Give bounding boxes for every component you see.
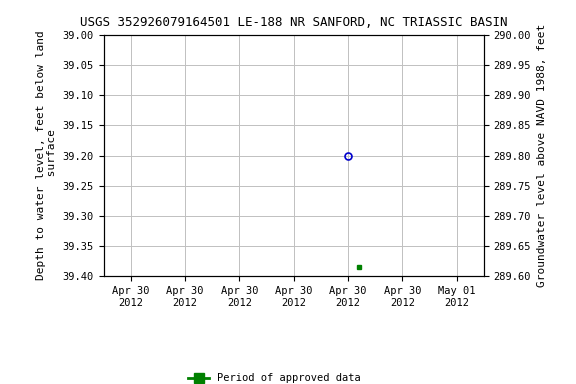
Y-axis label: Groundwater level above NAVD 1988, feet: Groundwater level above NAVD 1988, feet [537,24,547,287]
Legend: Period of approved data: Period of approved data [184,369,365,384]
Y-axis label: Depth to water level, feet below land
 surface: Depth to water level, feet below land su… [36,31,57,280]
Title: USGS 352926079164501 LE-188 NR SANFORD, NC TRIASSIC BASIN: USGS 352926079164501 LE-188 NR SANFORD, … [80,16,507,29]
